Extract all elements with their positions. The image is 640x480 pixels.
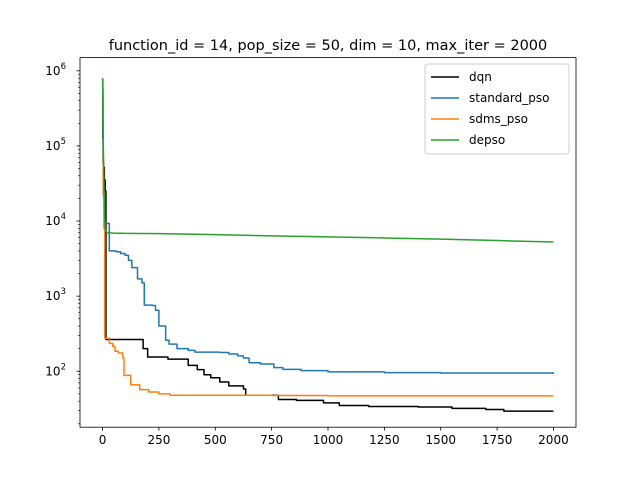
- series-line-standard-pso: [102, 86, 555, 374]
- series-line-depso: [101, 78, 554, 243]
- x-tick-label: 1500: [425, 433, 456, 447]
- y-tick-label: 103: [45, 287, 66, 303]
- x-tick-label: 250: [147, 433, 170, 447]
- x-tick-label: 1000: [313, 433, 344, 447]
- y-tick-label: 106: [45, 62, 66, 78]
- y-tick-label: 105: [45, 137, 66, 153]
- legend-box: [424, 63, 570, 155]
- x-tick-label: 500: [204, 433, 227, 447]
- axes-layer: 0 250 500 750 1000 1250 1500 1750 2000 102 103 104 1…: [45, 57, 577, 447]
- x-tick-label: 0: [99, 433, 107, 447]
- x-tick-label: 1250: [369, 433, 400, 447]
- y-tick-label: 104: [45, 212, 66, 228]
- series-line-sdms-pso: [102, 92, 554, 397]
- series-line-dqn: [102, 78, 554, 412]
- series-layer: [101, 78, 555, 412]
- legend-label-sdms-pso: sdms_pso: [469, 112, 528, 126]
- y-tick-label: 102: [45, 362, 66, 378]
- legend-label-dqn: dqn: [469, 70, 492, 84]
- legend-label-standard-pso: standard_pso: [469, 91, 549, 105]
- x-tick-label: 1750: [482, 433, 513, 447]
- legend-label-depso: depso: [469, 133, 505, 147]
- x-tick-label: 750: [260, 433, 283, 447]
- x-tick-label: 2000: [538, 433, 569, 447]
- chart-title: function_id = 14, pop_size = 50, dim = 1…: [109, 38, 548, 54]
